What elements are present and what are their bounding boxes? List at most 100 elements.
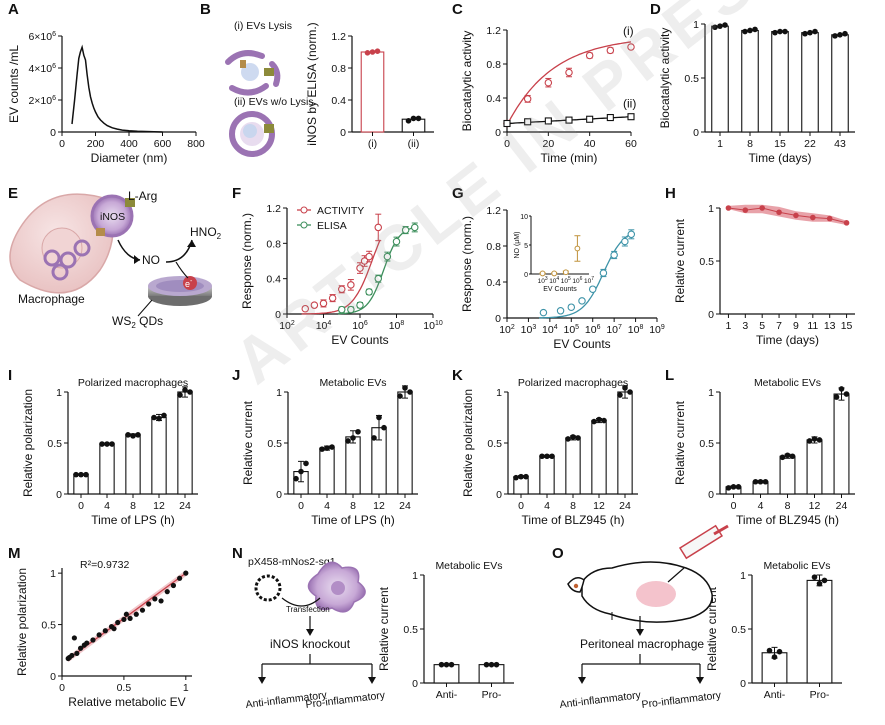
x-axis-label: Time of LPS (h) <box>311 513 395 527</box>
bar <box>565 437 581 495</box>
data-point <box>111 626 117 632</box>
data-point <box>742 207 749 213</box>
data-point <box>310 301 319 309</box>
y-tick-label: 1.2 <box>266 203 281 215</box>
x-tick-label: 5 <box>759 320 765 332</box>
y-tick-base: 6×10 <box>28 31 52 43</box>
data-point <box>717 23 723 29</box>
x-axis-label: Time of LPS (h) <box>91 513 175 527</box>
y-ticks: 0 0.4 0.8 1.2 <box>331 31 352 139</box>
data-point <box>832 33 838 39</box>
y-tick-label: 0.5 <box>699 256 714 268</box>
data-point <box>303 460 309 467</box>
data-point <box>565 436 571 442</box>
x-tick-base: 10 <box>423 320 435 332</box>
x-tick-label: 102 <box>279 320 295 332</box>
inset-data-point <box>562 269 569 276</box>
inset-x-tick-exponent: 6 <box>580 276 583 282</box>
bar <box>151 416 167 495</box>
data-point <box>565 68 573 77</box>
bar <box>741 29 759 133</box>
series-(i): (i) <box>503 24 635 128</box>
data-point <box>762 478 769 485</box>
data-point <box>617 392 623 398</box>
bar <box>806 579 833 684</box>
data-point <box>158 598 164 604</box>
data-point <box>392 237 401 246</box>
data-point <box>549 453 555 460</box>
data-point <box>777 28 783 35</box>
y-ticks: 0 0.4 0.8 1.2 <box>266 203 287 321</box>
inset-x-tick-exponent: 7 <box>591 276 594 282</box>
data-point <box>802 30 808 37</box>
data-point <box>415 115 422 122</box>
x-axis-label: Time (min) <box>541 151 598 165</box>
inset-x-tick-label: 104 <box>549 276 559 285</box>
data-point <box>816 437 823 443</box>
data-point <box>759 205 765 211</box>
y-tick-label: 0.5 <box>684 73 699 85</box>
knockout-label: iNOS knockout <box>270 637 351 651</box>
y-ticks: 00.51 <box>267 387 288 501</box>
panel-letter-C: C <box>452 1 463 18</box>
y-tick-label: 0.5 <box>699 438 714 450</box>
data-point <box>601 417 607 424</box>
data-point <box>369 49 376 55</box>
data-point <box>376 414 382 421</box>
data-point <box>752 26 758 33</box>
inset-x-tick-exponent: 4 <box>556 276 559 282</box>
fit-curve <box>506 41 632 126</box>
data-point <box>766 647 773 654</box>
x-tick-base: 10 <box>389 320 401 332</box>
cell-nucleus <box>41 227 83 269</box>
y-tick-label: 0.5 <box>41 620 56 632</box>
data-point <box>410 115 417 122</box>
data-point <box>586 115 594 123</box>
y-tick-label: 1 <box>740 570 746 582</box>
y-tick-label: 0 <box>275 309 281 321</box>
data-point <box>513 474 519 481</box>
y-tick-label: 0.5 <box>731 624 746 636</box>
fit-curve <box>338 226 417 315</box>
data-point <box>182 387 188 393</box>
data-point <box>807 29 813 36</box>
y-tick-label: 0 <box>340 127 346 139</box>
bar <box>397 391 413 495</box>
y-axis-label: Relative current <box>241 400 255 485</box>
series-ACTIVITY <box>301 213 382 315</box>
inset-x-tick-label: 103 <box>538 276 548 285</box>
y-tick-label: 0 <box>708 309 714 321</box>
y-axis-label: Relative current <box>673 218 687 303</box>
data-point <box>627 389 633 395</box>
y-axis-label: Biocatalytic activity <box>658 28 672 129</box>
data-point <box>319 446 325 452</box>
inset-x-tick-base: 10 <box>584 278 592 285</box>
bar <box>360 51 385 133</box>
data-point <box>402 385 408 391</box>
data-point <box>69 652 75 659</box>
data-point <box>301 304 309 313</box>
x-tick-base: 10 <box>542 324 554 336</box>
bar <box>833 393 850 495</box>
x-tick-label: 12 <box>153 500 165 512</box>
data-point <box>772 29 778 36</box>
inset-x-tick-base: 10 <box>561 278 569 285</box>
x-tick-label: 1 <box>183 682 189 694</box>
data-point <box>610 251 618 259</box>
y-tick-label: 0 <box>276 489 282 501</box>
inset-x-label: EV Counts <box>543 286 577 293</box>
data-point <box>337 285 346 294</box>
inos-label: iNOS <box>100 211 125 223</box>
x-tick-label: 400 <box>120 138 138 150</box>
y-tick-label: 0.5 <box>267 438 282 450</box>
legend-label: ACTIVITY <box>317 205 364 217</box>
panel-letter-J: J <box>232 367 240 384</box>
y-ticks: 00.51 <box>684 19 705 139</box>
data-point <box>99 441 105 447</box>
fit-curve <box>539 232 634 319</box>
bar <box>345 436 361 495</box>
data-point <box>371 435 377 441</box>
data-point <box>104 441 110 447</box>
